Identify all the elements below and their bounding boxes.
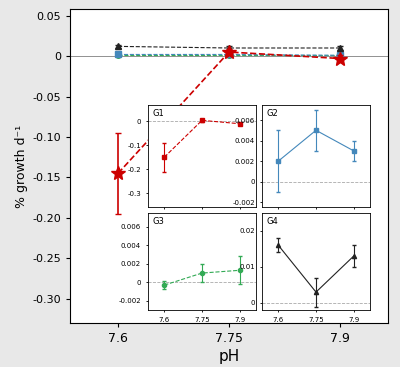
X-axis label: pH: pH [218,349,240,364]
Text: G2: G2 [266,109,278,118]
Y-axis label: % growth d⁻¹: % growth d⁻¹ [15,124,28,208]
Text: G1: G1 [152,109,164,118]
Text: G3: G3 [152,217,164,226]
Text: G4: G4 [266,217,278,226]
